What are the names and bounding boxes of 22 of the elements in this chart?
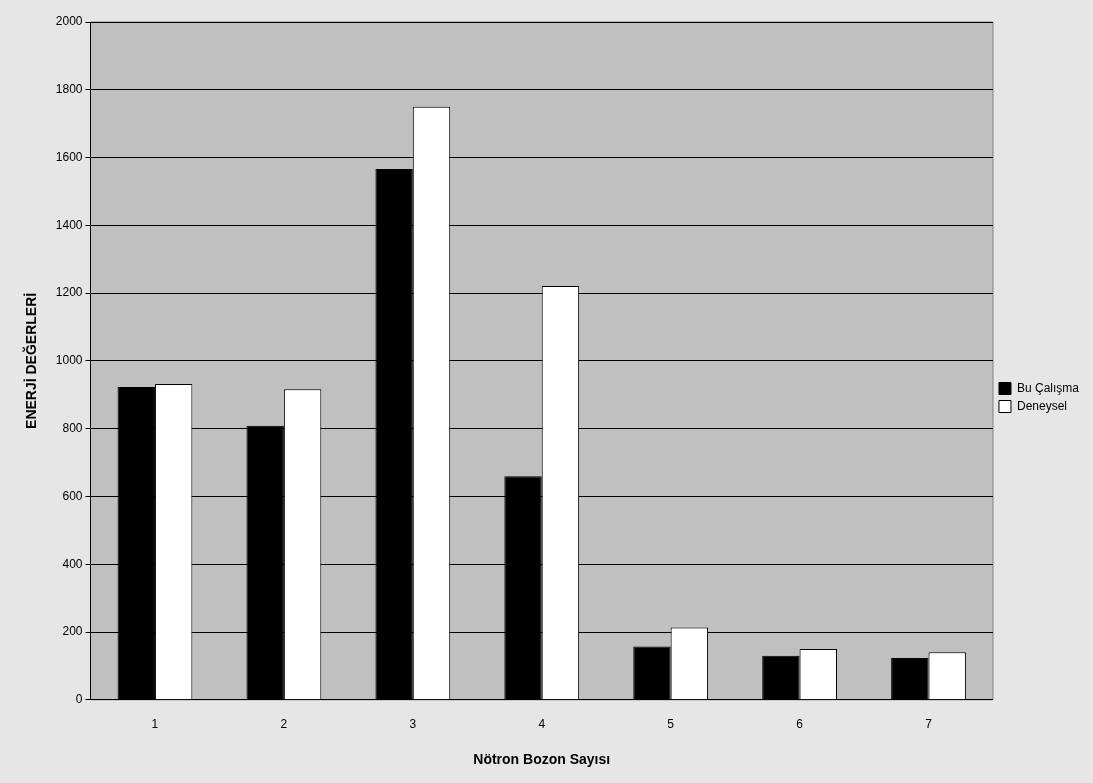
x-tick-label: 1	[151, 717, 159, 732]
y-tick-label: 1000	[55, 353, 83, 368]
x-tick-label: 3	[409, 717, 417, 732]
y-axis-title: ENERJİ DEĞERLERİ	[22, 292, 40, 429]
x-tick-label: 4	[538, 717, 546, 732]
legend-label: Bu Çalışma	[1016, 380, 1080, 395]
x-tick-label: 5	[667, 717, 675, 732]
y-tick-label: 1400	[55, 217, 83, 232]
y-tick-label: 200	[62, 624, 83, 639]
y-tick-label: 600	[62, 488, 83, 503]
y-tick-label: 800	[62, 420, 83, 435]
x-axis-title: Nötron Bozon Sayısı	[473, 751, 611, 768]
y-tick-label: 2000	[55, 14, 83, 29]
x-tick-label: 6	[796, 717, 804, 732]
x-tick-label: 2	[280, 717, 288, 732]
y-tick-label: 0	[75, 692, 83, 707]
y-tick-label: 1200	[55, 285, 83, 300]
legend-label: Deneysel	[1016, 398, 1068, 413]
x-tick-label: 7	[925, 717, 933, 732]
y-tick-label: 1600	[55, 149, 83, 164]
y-tick-label: 1800	[55, 82, 83, 97]
y-tick-label: 400	[62, 556, 83, 571]
